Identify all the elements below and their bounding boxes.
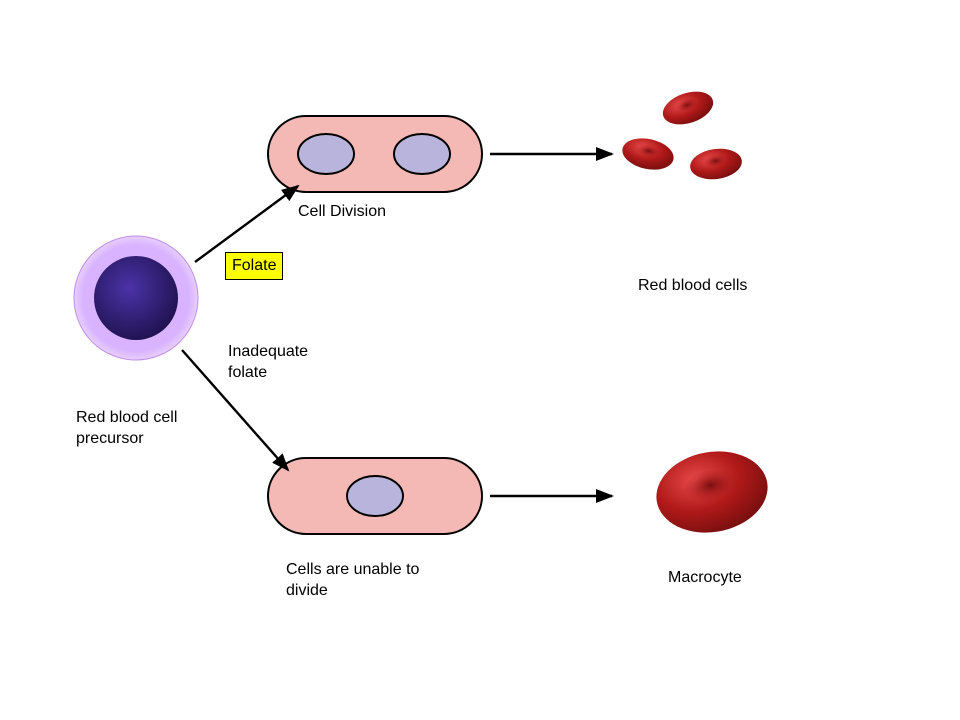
diagram-stage: Red blood cell precursor Folate Inadequa…: [0, 0, 960, 720]
macrocyte-label: Macrocyte: [668, 568, 742, 589]
cell-division-label: Cell Division: [298, 202, 386, 223]
red-blood-cells-label: Red blood cells: [638, 276, 747, 297]
folate-label: Folate: [232, 257, 276, 274]
diagram-svg: [0, 0, 960, 720]
red-blood-cells: [619, 86, 743, 183]
unable-to-divide-label: Cells are unable to divide: [286, 560, 456, 602]
dividing-cell: [268, 116, 482, 192]
arrows: [182, 154, 612, 496]
folate-label-box: Folate: [225, 252, 283, 280]
macrocyte-cell: [650, 443, 774, 541]
inadequate-folate-label: Inadequate folate: [228, 342, 348, 384]
arrow-precursor-to-dividing: [195, 186, 298, 262]
precursor-label: Red blood cell precursor: [76, 408, 236, 450]
nondividing-cell: [268, 458, 482, 534]
precursor-cell: [74, 236, 198, 360]
